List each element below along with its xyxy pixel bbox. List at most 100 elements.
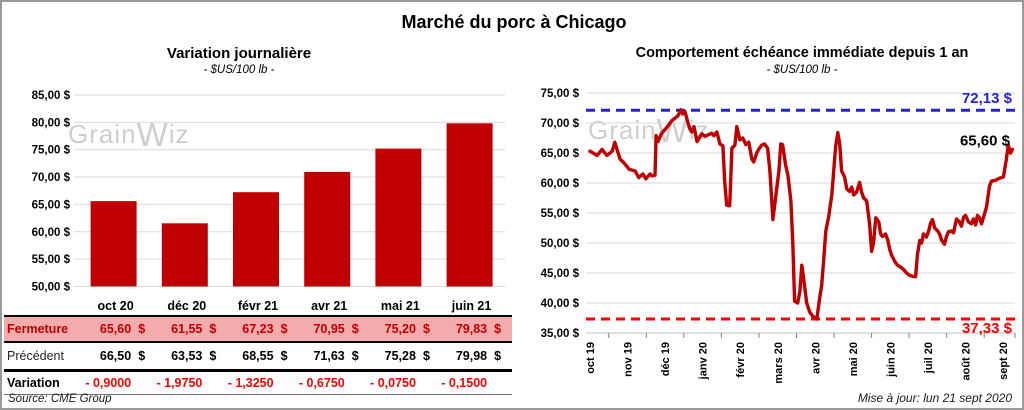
price-value-cell: 68,55 $	[222, 349, 293, 363]
variation-value-cell: - 1,3250	[227, 376, 274, 390]
quotes-table: oct 20 déc 20 févr 21 avr 21 mai 21 juin 21 Fe…	[4, 296, 512, 395]
line-chart-subtitle: - $US/100 lb -	[766, 64, 838, 76]
y-axis-tick-label: 85,00 $	[32, 90, 71, 102]
reference-line-label: 72,13 $	[962, 90, 1013, 107]
bar-chart-subtitle: - $US/100 lb -	[203, 64, 275, 76]
table-row-precedent: Précédent 66,50 $63,53 $68,55 $71,63 $75,28 $7…	[4, 343, 512, 372]
page-title: Marché du porc à Chicago	[401, 12, 627, 32]
bar-chart: 85,00 $ 80,00 $ 75,00 $ 70,00 $ 65,00 $ 60,00…	[32, 90, 505, 293]
x-axis-tick-label: déc 19	[660, 342, 672, 376]
price-value-cell: 79,98 $	[436, 349, 507, 363]
variation-value-cell: - 0,0750	[370, 376, 416, 390]
currency-symbol: $	[494, 349, 502, 363]
currency-symbol: $	[138, 349, 146, 363]
price-value-cell: 61,55 $	[151, 322, 222, 336]
source-note: Source: CME Group	[8, 393, 112, 405]
x-axis-tick-label: avr 20	[810, 342, 822, 374]
x-axis-tick-label: nov 19	[623, 342, 635, 377]
price-value-cell: 66,50 $	[80, 349, 151, 363]
y-axis-tick-label: 35,00 $	[541, 328, 580, 340]
column-header-month: déc 20	[167, 298, 207, 313]
y-axis-tick-label: 65,00 $	[541, 148, 580, 160]
currency-symbol: $	[351, 322, 359, 336]
y-axis-tick-label: 70,00 $	[32, 172, 71, 184]
last-price-label: 65,60 $	[960, 132, 1011, 149]
y-axis-tick-label: 50,00 $	[32, 281, 71, 293]
currency-symbol: $	[422, 322, 430, 336]
table-row-fermeture: Fermeture 65,60 $61,55 $67,23 $70,95 $75,20 $7…	[4, 317, 512, 343]
column-header-month: juin 21	[451, 298, 492, 313]
y-axis-tick-label: 40,00 $	[541, 298, 580, 310]
row-label: Variation	[7, 376, 60, 390]
currency-symbol: $	[138, 322, 146, 336]
currency-symbol: $	[280, 322, 288, 336]
reference-line-label: 37,33 $	[962, 320, 1013, 337]
price-series-line	[588, 108, 1015, 321]
line-chart-title: Comportement échéance immédiate depuis 1…	[635, 45, 969, 61]
table-header-row: oct 20 déc 20 févr 21 avr 21 mai 21 juin 21	[4, 296, 512, 317]
price-value-cell: 71,63 $	[294, 349, 365, 363]
y-axis-tick-label: 45,00 $	[541, 268, 580, 280]
price-value-cell: 67,23 $	[222, 322, 293, 336]
x-axis-tick-label: juin 20	[885, 342, 897, 378]
price-value-cell: 79,83 $	[436, 322, 507, 336]
column-header-month: oct 20	[97, 298, 134, 313]
x-axis-tick-label: févr 20	[735, 342, 747, 377]
update-note: Mise à jour: lun 21 sept 2020	[857, 391, 1012, 405]
price-value-cell: 75,20 $	[365, 322, 436, 336]
price-number: 71,63	[313, 349, 345, 363]
price-number: 79,98	[455, 349, 488, 363]
price-value-cell: 63,53 $	[151, 349, 222, 363]
price-number: 67,23	[242, 322, 274, 336]
x-axis-tick-label: mai 20	[848, 342, 860, 376]
variation-value-cell: - 1,9750	[156, 376, 203, 390]
y-axis-tick-label: 75,00 $	[541, 88, 580, 100]
price-number: 68,55	[242, 349, 274, 363]
row-label: Fermeture	[7, 322, 69, 336]
y-axis-tick-label: 75,00 $	[32, 145, 71, 157]
currency-symbol: $	[351, 349, 359, 363]
x-axis-tick-label: mars 20	[773, 342, 785, 384]
x-axis-tick-label: juil 20	[923, 342, 935, 374]
bar-chart-title: Variation journalière	[166, 45, 312, 62]
line-chart: 75,00 $ 70,00 $ 65,00 $ 60,00 $ 55,00 $ 50,00…	[541, 88, 1016, 384]
variation-value-cell: - 0,1500	[441, 376, 488, 390]
price-number: 75,28	[384, 349, 416, 363]
column-header-month: avr 21	[311, 298, 348, 313]
bar	[161, 223, 208, 287]
y-axis-tick-label: 60,00 $	[32, 227, 71, 239]
bar	[446, 123, 493, 287]
y-axis-tick-label: 80,00 $	[32, 117, 71, 129]
price-number: 63,53	[171, 349, 203, 363]
variation-value-cell: - 0,9000	[85, 376, 132, 390]
y-axis-tick-label: 60,00 $	[541, 178, 580, 190]
bar	[233, 192, 279, 287]
y-axis-tick-label: 55,00 $	[541, 208, 580, 220]
x-axis-tick-label: août 20	[961, 342, 973, 381]
y-axis-tick-label: 65,00 $	[32, 199, 71, 211]
price-number: 66,50	[99, 349, 132, 363]
price-value-cell: 70,95 $	[294, 322, 365, 336]
price-number: 70,95	[313, 322, 345, 336]
bar	[304, 171, 351, 287]
currency-symbol: $	[422, 349, 430, 363]
x-axis-tick-label: janv 20	[698, 342, 710, 380]
y-axis-tick-label: 50,00 $	[541, 238, 580, 250]
currency-symbol: $	[209, 322, 217, 336]
bar	[375, 148, 422, 287]
price-value-cell: 75,28 $	[365, 349, 436, 363]
price-number: 79,83	[455, 322, 488, 336]
column-header-month: mai 21	[380, 298, 420, 313]
variation-value-cell: - 0,6750	[298, 376, 345, 390]
price-value-cell: 65,60 $	[80, 322, 151, 336]
x-axis-tick-label: oct 19	[585, 342, 597, 374]
bar	[90, 201, 137, 287]
row-label: Précédent	[7, 349, 64, 363]
price-number: 61,55	[171, 322, 203, 336]
currency-symbol: $	[494, 322, 502, 336]
table-row-variation: Variation - 0,9000 - 1,9750 - 1,3250 - 0,675…	[4, 372, 512, 395]
y-axis-tick-label: 70,00 $	[541, 118, 580, 130]
price-number: 65,60	[99, 322, 132, 336]
x-axis-tick-label: sept 20	[998, 342, 1010, 380]
